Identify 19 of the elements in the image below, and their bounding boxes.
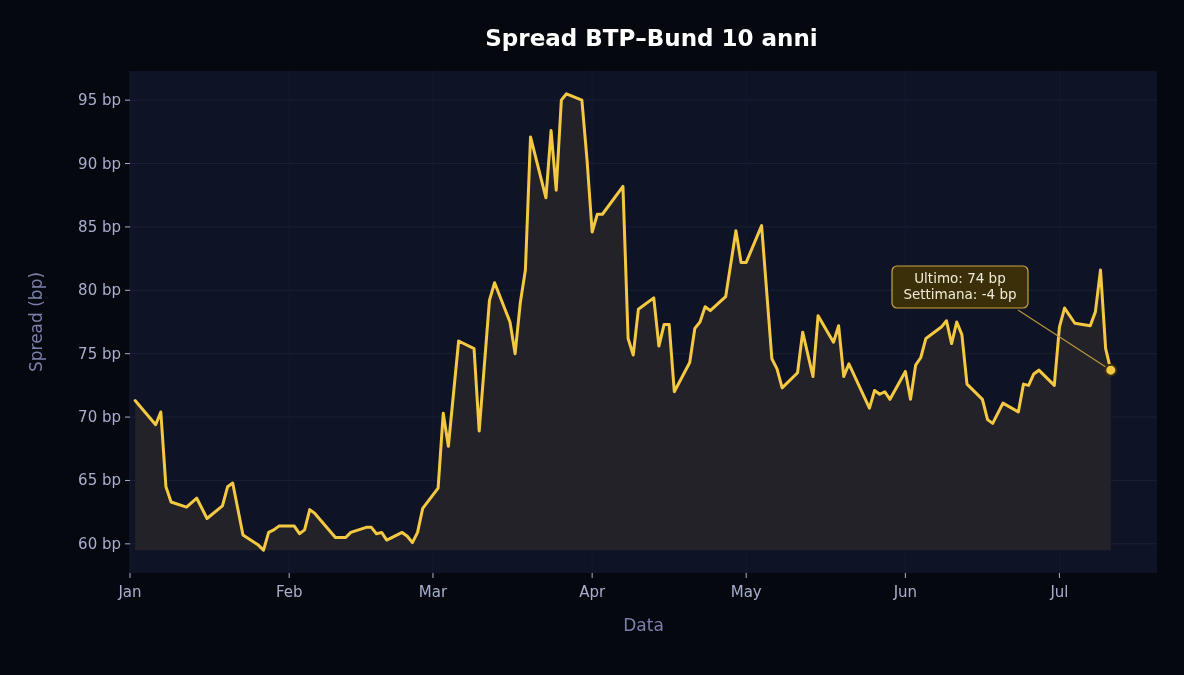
- x-tick-label: Feb: [275, 583, 303, 601]
- y-tick-label: 85 bp: [78, 217, 121, 236]
- x-tick-label: May: [730, 583, 762, 601]
- y-tick-label: 70 bp: [78, 408, 121, 427]
- y-tick-label: 60 bp: [78, 534, 121, 553]
- y-tick-label: 90 bp: [78, 154, 121, 173]
- x-tick-label: Mar: [418, 583, 448, 601]
- x-tick-label: Jul: [1049, 583, 1069, 601]
- x-tick-label: Apr: [579, 583, 606, 601]
- y-tick-label: 80 bp: [78, 281, 121, 300]
- chart-title: Spread BTP–Bund 10 anni: [485, 25, 818, 51]
- y-axis-title: Spread (bp): [26, 271, 46, 373]
- y-tick-label: 75 bp: [78, 344, 121, 363]
- y-tick-label: 95 bp: [78, 91, 121, 110]
- x-tick-label: Jan: [117, 583, 142, 601]
- x-axis-title: Data: [623, 615, 664, 635]
- x-tick-label: Jun: [892, 583, 918, 601]
- y-tick-label: 65 bp: [78, 471, 121, 490]
- annotation: Ultimo: 74 bp Settimana: -4 bp: [903, 270, 1017, 302]
